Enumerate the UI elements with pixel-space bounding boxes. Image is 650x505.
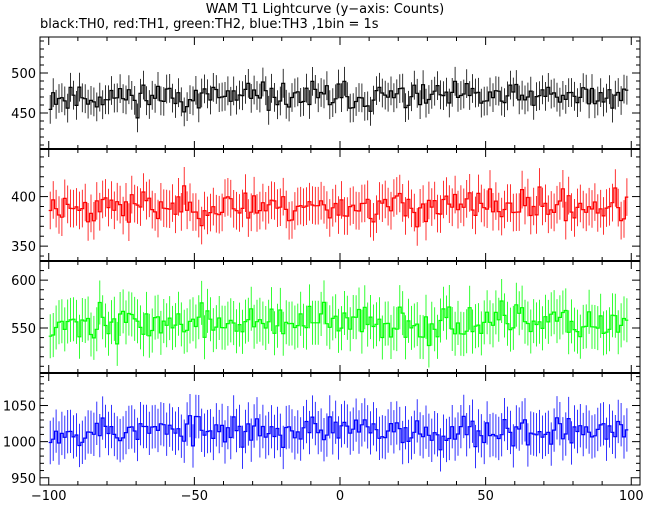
series-th3-errorbars	[49, 394, 628, 472]
x-tick-label: 50	[477, 489, 494, 504]
y-tick-label-th3: 1050	[3, 400, 36, 415]
y-tick-label-th2: 550	[11, 322, 36, 337]
y-tick-label-th0: 450	[11, 107, 36, 122]
y-tick-label-th1: 400	[11, 191, 36, 206]
x-tick-label: 0	[336, 489, 344, 504]
y-tick-label-th0: 500	[11, 67, 36, 82]
series-th1-errorbars	[49, 167, 628, 246]
series-th2-errorbars	[49, 279, 628, 368]
y-tick-label-th3: 950	[11, 472, 36, 487]
series-th1-line	[48, 185, 629, 228]
series-th0-line	[48, 80, 629, 119]
series-th3-line	[48, 415, 629, 451]
x-tick-label: −100	[31, 489, 67, 504]
chart-title: WAM T1 Lightcurve (y−axis: Counts)	[205, 2, 445, 17]
chart-subtitle: black:TH0, red:TH1, green:TH2, blue:TH3 …	[40, 17, 379, 32]
x-tick-label: −50	[181, 489, 208, 504]
y-tick-label-th3: 1000	[3, 436, 36, 451]
series-th0-errorbars	[49, 66, 628, 133]
series-th2-line	[48, 300, 629, 347]
y-tick-label-th1: 350	[11, 240, 36, 255]
x-tick-label: 100	[619, 489, 644, 504]
y-tick-label-th2: 600	[11, 274, 36, 289]
